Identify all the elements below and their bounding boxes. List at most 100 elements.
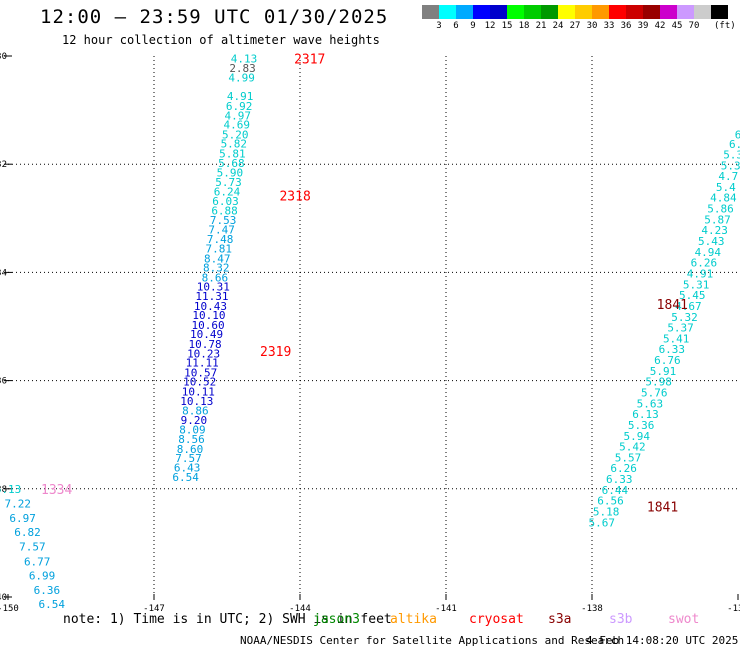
satellite-label-jason3: jason3: [313, 612, 360, 627]
colorbar-swatch: [575, 5, 592, 19]
lon-tick-label: -138: [581, 604, 603, 614]
colorbar-swatch: [677, 5, 694, 19]
colorbar-tick-label: 42: [654, 21, 666, 31]
credit-line: NOAA/NESDIS Center for Satellite Applica…: [240, 634, 625, 647]
satellite-label-cryosat: cryosat: [469, 612, 524, 627]
wave-height-point: 4.91: [227, 90, 254, 103]
wave-height-point: 8.47: [204, 252, 231, 265]
satellite-label-swot: swot: [668, 612, 700, 627]
wave-height-point: 5.63: [637, 397, 664, 410]
lat-tick-label: -34: [0, 268, 7, 278]
colorbar-swatch: [592, 5, 609, 19]
wave-height-point: 5.31: [683, 278, 710, 291]
lat-tick-label: -40: [0, 593, 7, 603]
wave-height-point: 9.20: [181, 414, 208, 427]
wave-height-point: 5.94: [624, 430, 651, 443]
wave-height-point: 4.84: [710, 192, 737, 205]
wave-height-point: 6.03: [212, 195, 239, 208]
wave-height-point: 5.43: [698, 235, 725, 248]
wave-height-point: 7.81: [205, 243, 232, 256]
wave-height-point: 10.49: [190, 328, 223, 341]
wave-height-point: 5.90: [217, 166, 244, 179]
colorbar-tick-label: 24: [552, 21, 564, 31]
wave-height-point: 5.45: [679, 289, 706, 302]
colorbar-tick-label: 27: [569, 21, 581, 31]
wave-height-point: 6.54: [39, 598, 66, 611]
wave-height-point: 5.3: [723, 148, 740, 161]
wave-height-point: 7.57: [19, 541, 46, 554]
wave-height-point: 4.99: [228, 72, 255, 85]
wave-height-point: 6.44: [602, 484, 629, 497]
wave-height-point: 6.92: [226, 100, 253, 113]
wave-height-point: 8.60: [177, 443, 204, 456]
lon-tick-label: -135: [727, 604, 740, 614]
wave-height-point: 6.54: [172, 471, 199, 484]
colorbar-swatch: [558, 5, 575, 19]
colorbar-tick-label: 30: [586, 21, 598, 31]
satellite-label-s3a: s3a: [548, 612, 572, 627]
wave-height-point: 8.32: [203, 262, 230, 275]
wave-height-point: 4.23: [701, 224, 728, 237]
wave-height-point: 4.94: [695, 246, 722, 259]
wave-height-point: 7.22: [4, 497, 31, 510]
colorbar-swatch: [456, 5, 473, 19]
wave-height-point: 5.18: [593, 506, 620, 519]
colorbar-swatch: [524, 5, 541, 19]
wave-height-point: 5.87: [704, 213, 731, 226]
colorbar-swatch: [507, 5, 524, 19]
wave-height-point: 11.31: [195, 290, 228, 303]
wave-height-point: 10.23: [187, 348, 220, 361]
wave-height-point: 5.42: [619, 441, 646, 454]
wave-height-point: 5.82: [221, 138, 248, 151]
wave-height-point: 4.13: [231, 53, 258, 66]
wave-height-point: 6.99: [29, 569, 56, 582]
map-subtitle: 12 hour collection of altimeter wave hei…: [62, 33, 380, 47]
wave-height-point: 5.67: [588, 516, 615, 529]
wave-height-point: 6: [735, 128, 740, 141]
pass-time-label: 1334: [41, 483, 72, 498]
wave-height-point: 4.69: [223, 119, 250, 132]
wave-height-point: 6.26: [691, 257, 718, 270]
satellite-label-altika: altika: [390, 612, 437, 627]
wave-height-point: 5.36: [628, 419, 655, 432]
wave-height-point: 10.78: [189, 338, 222, 351]
wave-height-point: 5.68: [218, 157, 245, 170]
colorbar-swatch: [541, 5, 558, 19]
colorbar-tick-label: 33: [603, 21, 615, 31]
wave-height-point: 10.13: [180, 395, 213, 408]
colorbar-tick-label: 18: [518, 21, 530, 31]
colorbar-swatch: [626, 5, 643, 19]
colorbar-tick-label: 9: [470, 21, 476, 31]
wave-height-point: 5.81: [219, 147, 246, 160]
colorbar-unit: (ft): [714, 21, 736, 31]
lon-tick-label: -147: [143, 604, 165, 614]
wave-height-point: 8.09: [179, 423, 206, 436]
colorbar-swatch: [643, 5, 660, 19]
colorbar-swatch: [439, 5, 456, 19]
wave-height-point: 7.47: [208, 224, 235, 237]
wave-height-point: 6.97: [9, 512, 36, 525]
map-title: 12:00 – 23:59 UTC 01/30/2025: [40, 6, 389, 28]
lon-tick-label: -150: [0, 604, 19, 614]
wave-height-point: 6.88: [211, 205, 238, 218]
wave-height-point: 8.66: [202, 271, 229, 284]
colorbar-tick-label: 3: [436, 21, 442, 31]
lat-tick-label: -30: [0, 52, 7, 62]
wave-height-point: 10.10: [192, 309, 225, 322]
colorbar-tick-label: 12: [484, 21, 496, 31]
colorbar-tick-label: 70: [688, 21, 700, 31]
wave-height-point: 4.91: [687, 267, 714, 280]
wave-height-point: 7.48: [207, 233, 234, 246]
wave-height-point: 10.31: [197, 280, 230, 293]
wave-height-point: 10.11: [182, 385, 215, 398]
wave-height-point: 10.57: [184, 366, 217, 379]
colorbar-tick-label: 15: [501, 21, 513, 31]
wave-height-point: 5.20: [222, 128, 249, 141]
wave-height-point: 6.77: [24, 555, 51, 568]
wave-height-point: 8.56: [178, 433, 205, 446]
wave-height-point: 6.82: [14, 526, 41, 539]
lat-tick-label: -38: [0, 485, 7, 495]
pass-time-label: 2319: [260, 345, 291, 360]
lat-tick-label: -36: [0, 377, 7, 387]
